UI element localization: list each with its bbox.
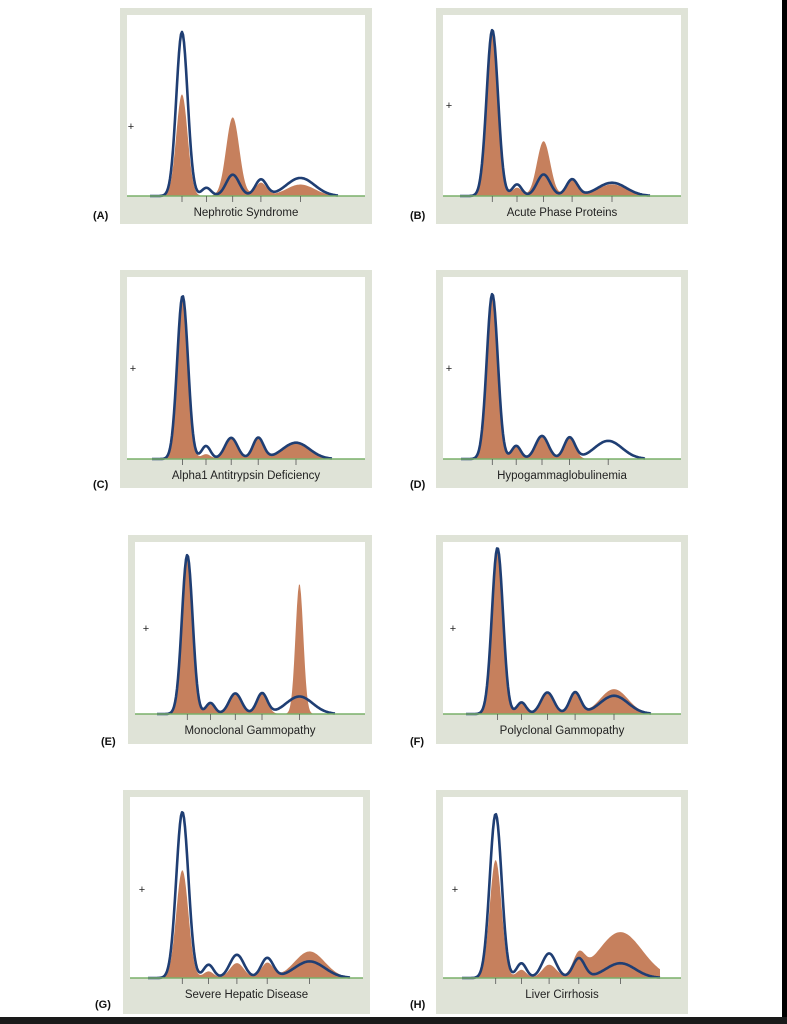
panel-caption: Liver Cirrhosis [525,989,599,1001]
panel-caption: Nephrotic Syndrome [194,207,299,219]
anode-plus-marker: + [450,623,456,635]
reference-pattern-line [465,547,652,716]
plot-area [130,797,363,978]
page-edge-bottom [0,1017,787,1024]
panel-e: Monoclonal Gammopathy (E) + [101,535,372,748]
anode-plus-marker: + [130,363,136,375]
patient-pattern-area [148,870,350,978]
plot-area [127,15,365,196]
panel-g: Severe Hepatic Disease (G) + [95,790,370,1014]
plot-area [443,15,681,196]
anode-plus-marker: + [452,884,458,896]
panel-caption: Monoclonal Gammopathy [184,725,315,737]
panel-caption: Polyclonal Gammopathy [500,725,625,737]
reference-pattern-line [460,292,646,461]
panel-label: (E) [101,736,116,748]
panel-label: (C) [93,479,109,491]
panel-d: Hypogammaglobulinemia (D) + [410,270,688,491]
anode-plus-marker: + [446,100,452,112]
reference-pattern-line [147,811,351,980]
panel-caption: Hypogammaglobulinemia [497,470,627,482]
patient-pattern-area [150,94,338,196]
panel-caption: Severe Hepatic Disease [185,989,308,1001]
anode-plus-marker: + [143,623,149,635]
plot-area [443,277,681,459]
panel-caption: Acute Phase Proteins [507,207,618,219]
panel-b: Acute Phase Proteins (B) + [410,8,688,224]
plot-area [443,797,681,978]
plot-area [443,542,681,714]
panel-label: (A) [93,210,109,222]
panel-f: Polyclonal Gammopathy (F) + [410,535,688,748]
plot-area [135,542,365,714]
panel-label: (B) [410,210,426,222]
panel-a: Nephrotic Syndrome (A) + [93,8,372,224]
anode-plus-marker: + [139,884,145,896]
panel-label: (H) [410,999,426,1011]
plot-area [127,277,365,459]
anode-plus-marker: + [128,121,134,133]
panel-c: Alpha1 Antitrypsin Deficiency (C) + [93,270,372,491]
anode-plus-marker: + [446,363,452,375]
patient-pattern-area [462,860,660,978]
reference-pattern-line [149,30,339,198]
reference-pattern-line [156,553,336,716]
reference-pattern-line [461,813,661,980]
reference-pattern-line [151,295,333,461]
page-edge-right [782,0,787,1024]
panel-label: (D) [410,479,426,491]
reference-pattern-line [459,28,651,198]
panel-label: (G) [95,999,111,1011]
panel-label: (F) [410,736,424,748]
panel-caption: Alpha1 Antitrypsin Deficiency [172,470,321,482]
panel-h: Liver Cirrhosis (H) + [410,790,688,1014]
